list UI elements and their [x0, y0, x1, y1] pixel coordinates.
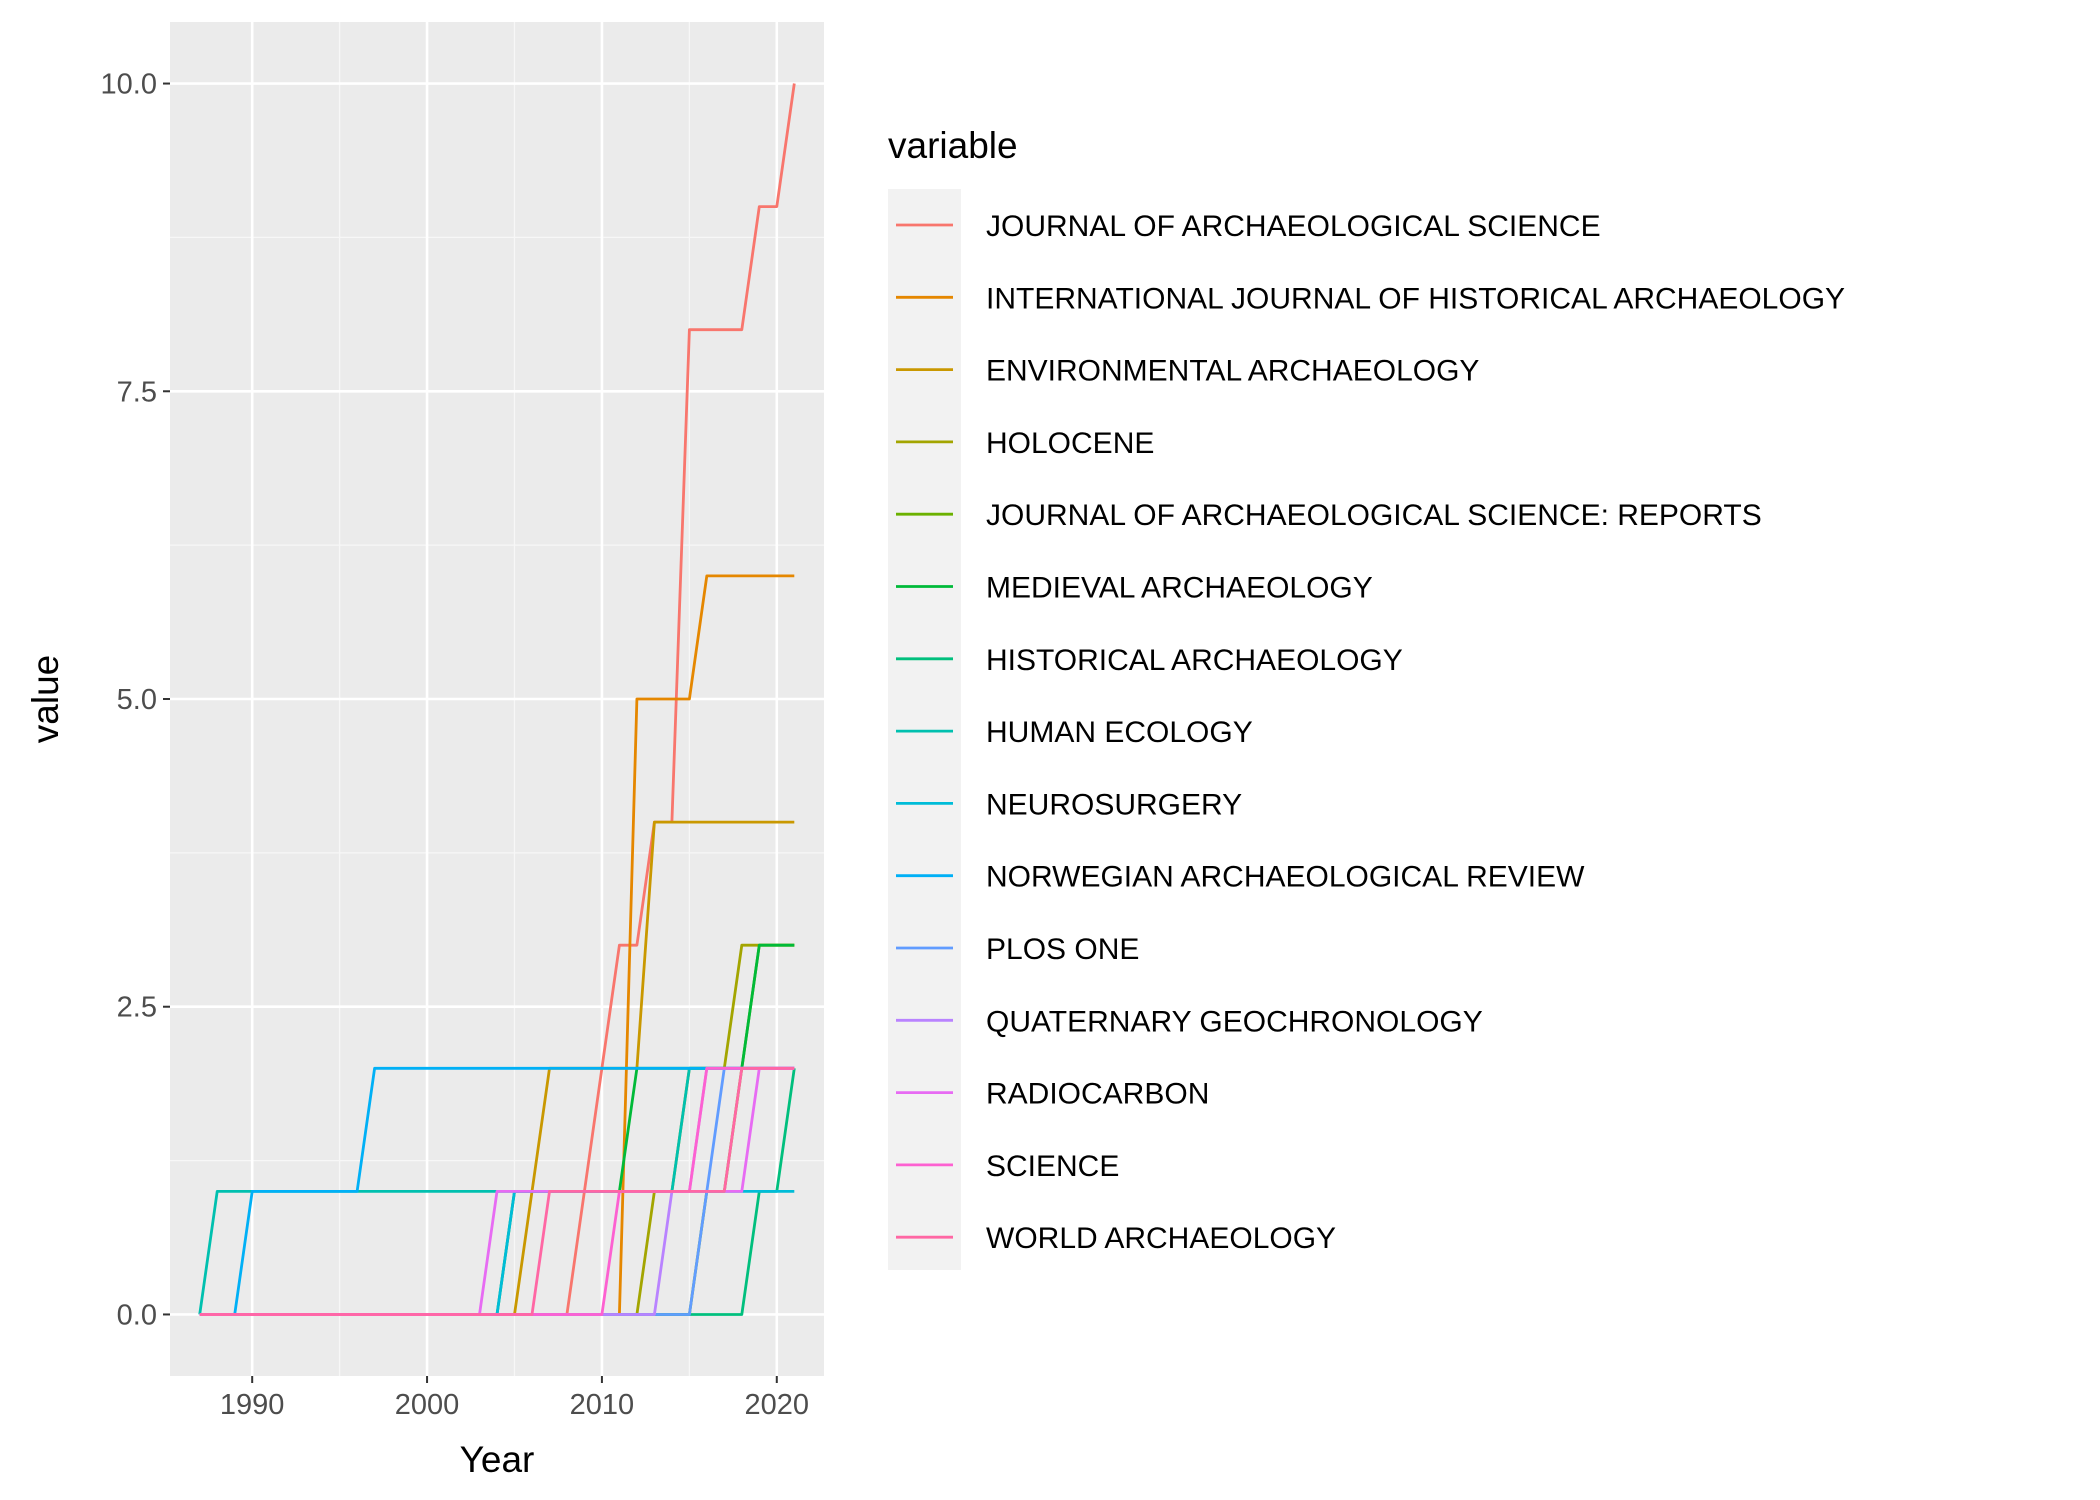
- legend-label: JOURNAL OF ARCHAEOLOGICAL SCIENCE: [986, 210, 1601, 243]
- y-tick-label: 7.5: [117, 376, 157, 408]
- y-axis-title: value: [25, 655, 66, 743]
- y-tick-label: 10.0: [101, 69, 157, 101]
- legend-label: INTERNATIONAL JOURNAL OF HISTORICAL ARCH…: [986, 282, 1845, 315]
- x-axis: 1990 2000 2010 2020: [220, 1376, 809, 1421]
- legend-label: NORWEGIAN ARCHAEOLOGICAL REVIEW: [986, 861, 1585, 894]
- legend-label: PLOS ONE: [986, 933, 1139, 966]
- y-tick-label: 5.0: [117, 684, 157, 716]
- legend-label: JOURNAL OF ARCHAEOLOGICAL SCIENCE: REPOR…: [986, 499, 1762, 532]
- y-tick-label: 2.5: [117, 992, 157, 1024]
- legend-label: MEDIEVAL ARCHAEOLOGY: [986, 572, 1373, 605]
- legend-label: RADIOCARBON: [986, 1078, 1209, 1111]
- x-tick-label: 2020: [745, 1389, 810, 1421]
- legend-label: SCIENCE: [986, 1150, 1119, 1183]
- legend-title: variable: [888, 125, 1018, 166]
- legend-key-background: [888, 189, 961, 1270]
- y-tick-label: 0.0: [117, 1299, 157, 1331]
- legend-label: HISTORICAL ARCHAEOLOGY: [986, 644, 1403, 677]
- legend: variable JOURNAL OF ARCHAEOLOGICAL SCIEN…: [888, 125, 1845, 1270]
- x-tick-label: 2010: [570, 1389, 635, 1421]
- series-line: [199, 1066, 795, 1316]
- y-axis: 0.0 2.5 5.0 7.5 10.0: [101, 69, 170, 1331]
- legend-label: WORLD ARCHAEOLOGY: [986, 1222, 1336, 1255]
- series-lines: [198, 83, 796, 1316]
- x-axis-title: Year: [460, 1439, 535, 1480]
- legend-label: QUATERNARY GEOCHRONOLOGY: [986, 1005, 1483, 1038]
- x-tick-label: 1990: [220, 1389, 285, 1421]
- series-line: [199, 1066, 795, 1316]
- legend-label: ENVIRONMENTAL ARCHAEOLOGY: [986, 355, 1479, 388]
- legend-label: HOLOCENE: [986, 427, 1154, 460]
- legend-label: NEUROSURGERY: [986, 788, 1242, 821]
- legend-label: HUMAN ECOLOGY: [986, 716, 1253, 749]
- x-tick-label: 2000: [395, 1389, 460, 1421]
